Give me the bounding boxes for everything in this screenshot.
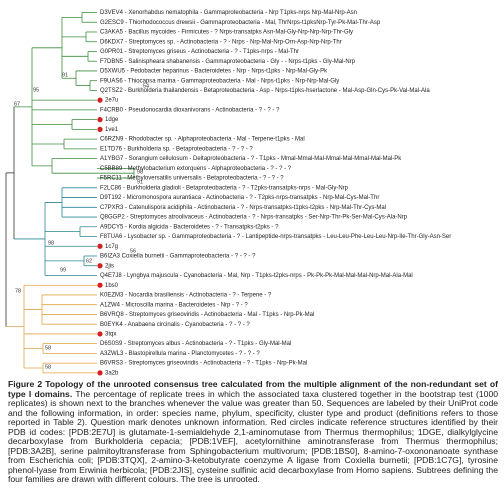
branches — [5, 12, 135, 374]
leaf-label: B0EYK4 - Anabaena circinalis - Cyanobact… — [100, 322, 250, 328]
bootstrap-value: 91 — [62, 72, 68, 78]
leaf-label: F9UAS6 - Thiocapsa marina - Gammaproteob… — [100, 78, 339, 84]
reference-structure — [97, 282, 103, 288]
leaf-label: B6IZA3 Coxiella burnetii - Gammaproteoba… — [100, 254, 256, 260]
reference-structure — [97, 97, 103, 103]
leaf-label: G0PR01 - Streptomyces griseus - Actinoba… — [100, 49, 299, 55]
bootstrap-value: 67 — [14, 101, 20, 107]
bootstrap-value: 58 — [45, 345, 51, 351]
leaf-label: G2ESC9 - Thiorhodococcus drewsii - Gamma… — [100, 20, 381, 26]
reference-structure — [97, 126, 103, 132]
leaf-label: F4CRB0 - Pseudonocardia dioxanivorans - … — [100, 107, 280, 113]
leaf-label: F8TUA6 - Lysobacter sp. - Gammaproteobac… — [100, 234, 451, 240]
leaf-label: F7DBN5 - Salinispheara shabanensis - Gam… — [100, 59, 356, 65]
leaf-label: 1c7g — [105, 244, 118, 250]
bootstrap-value: 54 — [143, 83, 149, 89]
leaf-label: E1TD76 - Burkholderia sp. - Betaproteoba… — [100, 146, 253, 152]
bootstrap-value: 62 — [86, 258, 92, 264]
leaf-label: 3a2b — [105, 370, 119, 376]
leaf-label: C5BB89 - Methylobacterium extorquens - A… — [100, 166, 292, 172]
bootstrap-value: 58 — [45, 364, 51, 370]
caption-title: Figure 2 Topology of the unrooted consen… — [8, 379, 498, 399]
leaf-label: C6RZN9 - Rhodobacter sp. - Alphaproteoba… — [100, 137, 305, 143]
caption: Figure 2 Topology of the unrooted consen… — [8, 379, 499, 485]
leaf-label: B6VRQ8 - Streptomyces griseoviridis - Ac… — [100, 312, 314, 318]
leaf-label: A9DCY5 - Kordia algicida - Bacteroidetes… — [100, 224, 279, 230]
reference-structure — [97, 263, 103, 269]
leaf-labels: D3VEV4 - Xenorhabdus nematophila - Gamma… — [97, 10, 451, 376]
bootstrap-value: 98 — [137, 169, 143, 175]
leaf-label: D6KDX7 - Streptomyces sp. - Actinobacter… — [100, 39, 342, 45]
leaf-label: K0EZM3 - Nocardia brasiliensis - Actinob… — [100, 293, 272, 299]
leaf-label: 1bs0 — [105, 283, 119, 289]
leaf-label: A1YBG7 - Sorangium cellulosum - Deltapro… — [100, 156, 402, 162]
caption-text: The percentage of replicate trees in whi… — [8, 388, 499, 484]
leaf-label: F2LC86 - Burkholderia gladioli - Betapro… — [100, 185, 349, 191]
leaf-label: D9T192 - Micromonospora aurantiaca - Act… — [100, 195, 379, 201]
reference-structure — [97, 370, 103, 376]
leaf-label: B6VRS3 - Streptomyces griseoviridis - Ac… — [100, 361, 307, 367]
leaf-label: 3tqx — [105, 331, 116, 337]
leaf-label: 2e7u — [105, 98, 118, 104]
leaf-label: 1dge — [105, 117, 119, 123]
bootstrap-value: 95 — [33, 87, 39, 93]
leaf-label: D3VEV4 - Xenorhabdus nematophila - Gamma… — [100, 10, 357, 16]
leaf-label: 1ve1 — [105, 127, 119, 133]
reference-structure — [97, 117, 103, 123]
leaf-label: D6S0S9 - Streptomyces albus - Actinobact… — [100, 341, 291, 347]
leaf-label: Q2TSZ2 - Burkholderia thailandensis - Be… — [100, 88, 430, 94]
bootstrap-value: 99 — [60, 267, 66, 273]
bootstrap-value: 91 — [137, 179, 143, 185]
leaf-label: 2jis — [105, 263, 114, 269]
leaf-label: A1ZW4 - Microscilla marina - Bacteroidet… — [100, 302, 248, 308]
bootstrap-value: 56 — [130, 248, 136, 254]
leaf-label: Q4E7J8 - Lyngbya majuscula - Cyanobacter… — [100, 273, 413, 279]
bootstrap-value: 78 — [15, 288, 21, 294]
reference-structure — [97, 331, 103, 337]
leaf-label: F5RC11 - Methyloversatilis universalis -… — [100, 176, 284, 182]
leaf-label: C7PXR3 - Catenulispora acidiphila - Acti… — [100, 205, 386, 211]
reference-structure — [97, 243, 103, 249]
tree-figure: D3VEV4 - Xenorhabdus nematophila - Gamma… — [5, 10, 451, 376]
leaf-label: Q8GGP2 - Streptomyces atroolivaceus - Ac… — [100, 215, 408, 221]
bootstrap-value: 98 — [48, 240, 54, 246]
leaf-label: C3AKA5 - Bacillus mycoides - Firmicutes … — [100, 30, 353, 36]
leaf-label: D5XWU5 - Pedobacter heparinus - Bacteroi… — [100, 69, 328, 75]
leaf-label: A3ZWL3 - Blastopirellula marina - Planct… — [100, 351, 260, 357]
